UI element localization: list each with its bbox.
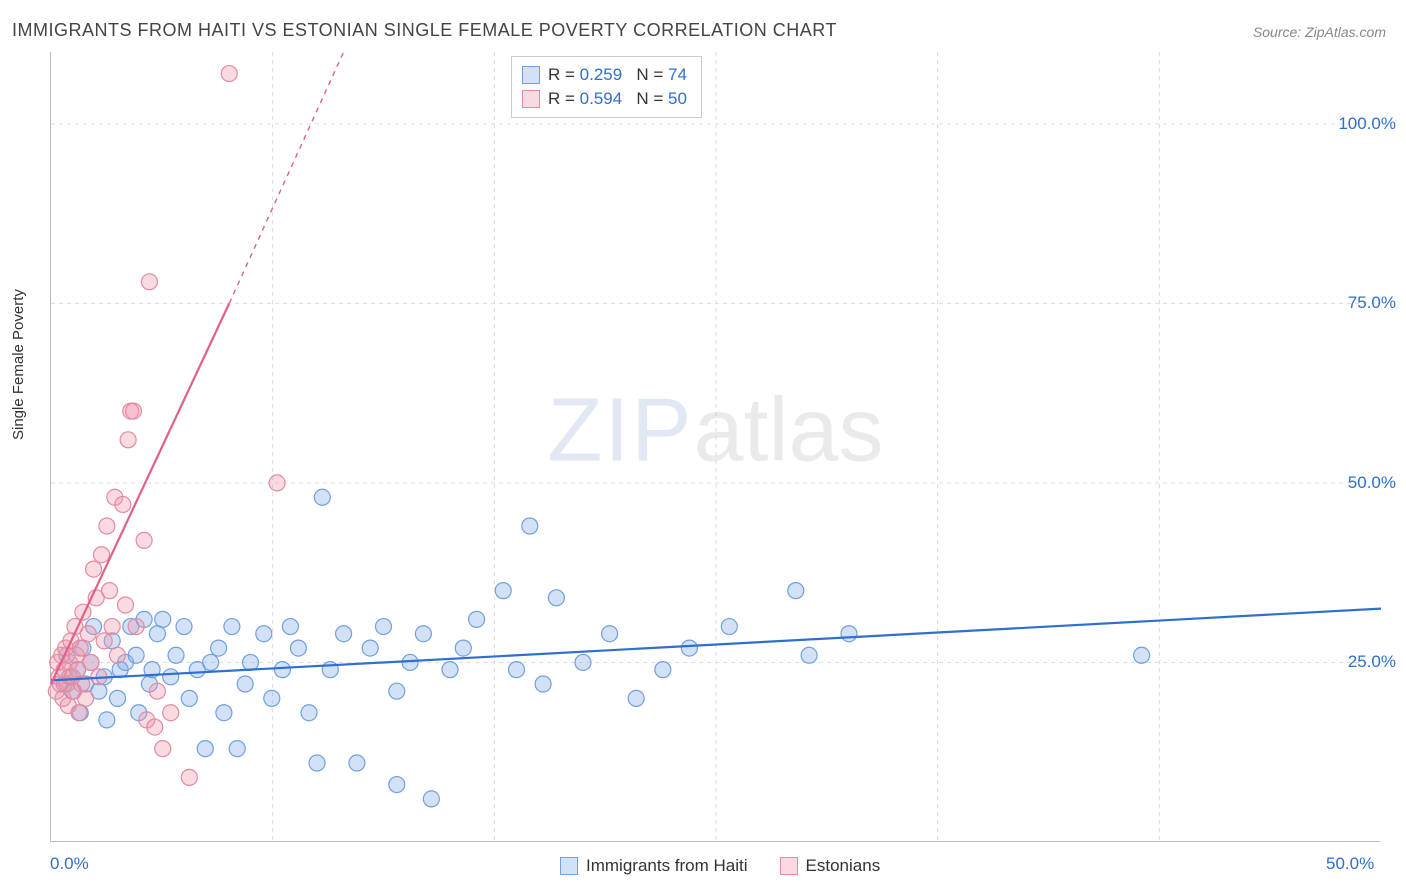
y-tick-label: 75.0% <box>1348 293 1396 313</box>
legend-series-item: Immigrants from Haiti <box>560 856 748 876</box>
plot-area: ZIPatlas R = 0.259 N = 74R = 0.594 N = 5… <box>50 52 1380 842</box>
y-tick-label: 50.0% <box>1348 473 1396 493</box>
legend-series-item: Estonians <box>780 856 881 876</box>
legend-swatch <box>522 90 540 108</box>
legend-stats: R = 0.259 N = 74R = 0.594 N = 50 <box>511 56 702 118</box>
legend-series-label: Immigrants from Haiti <box>586 856 748 876</box>
y-tick-label: 100.0% <box>1338 114 1396 134</box>
chart-title: IMMIGRANTS FROM HAITI VS ESTONIAN SINGLE… <box>12 20 837 41</box>
legend-swatch <box>522 66 540 84</box>
source-label: Source: ZipAtlas.com <box>1253 24 1386 40</box>
legend-stat-row: R = 0.594 N = 50 <box>522 87 687 111</box>
x-tick-label: 50.0% <box>1326 854 1374 874</box>
legend-stat-row: R = 0.259 N = 74 <box>522 63 687 87</box>
plot-svg <box>51 52 1380 841</box>
legend-series: Immigrants from Haiti Estonians <box>560 856 902 876</box>
y-tick-label: 25.0% <box>1348 652 1396 672</box>
legend-swatch <box>780 857 798 875</box>
x-tick-label: 0.0% <box>50 854 89 874</box>
legend-series-label: Estonians <box>806 856 881 876</box>
legend-swatch <box>560 857 578 875</box>
y-axis-label: Single Female Poverty <box>10 289 27 440</box>
